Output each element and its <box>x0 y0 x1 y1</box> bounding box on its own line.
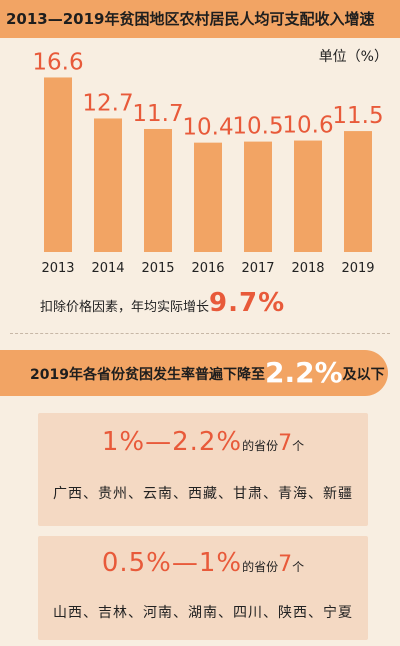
province-card-1: 1%—2.2%的省份7个 广西、贵州、云南、西藏、甘肃、青海、新疆 <box>38 413 368 526</box>
card-count: 7 <box>278 431 293 456</box>
bar-2014 <box>94 118 122 253</box>
title-bar: 2013—2019年贫困地区农村居民人均可支配收入增速 <box>0 0 400 38</box>
value-label-2017: 10.5 <box>232 114 283 140</box>
card-headline: 0.5%—1%的省份7个 <box>38 548 368 578</box>
x-tick-2017: 2017 <box>241 261 274 276</box>
banner-suffix: 及以下 <box>342 367 385 383</box>
chart-title: 2013—2019年贫困地区农村居民人均可支配收入增速 <box>6 10 375 28</box>
card-headline: 1%—2.2%的省份7个 <box>38 427 368 457</box>
value-label-2015: 11.7 <box>132 101 183 127</box>
card-provinces: 山西、吉林、河南、湖南、四川、陕西、宁夏 <box>53 605 353 621</box>
section-banner: 2019年各省份贫困发生率普遍下降至2.2%及以下 <box>0 350 388 396</box>
banner-value: 2.2% <box>264 356 343 389</box>
value-label-2019: 11.5 <box>332 103 383 129</box>
province-card-2: 0.5%—1%的省份7个 山西、吉林、河南、湖南、四川、陕西、宁夏 <box>38 536 368 640</box>
bar-2018 <box>294 140 322 252</box>
x-tick-2018: 2018 <box>291 261 324 276</box>
unit-label: 单位（%） <box>318 49 388 65</box>
growth-note-text: 扣除价格因素，年均实际增长 <box>40 300 210 315</box>
card-mid-text: 的省份 <box>242 439 279 453</box>
bar-chart: 16.6 2013 12.7 2014 11.7 2015 10.4 2016 10.5 2017… <box>32 49 383 276</box>
value-label-2014: 12.7 <box>82 90 133 116</box>
card-range: 1%—2.2% <box>101 427 243 457</box>
card-mid-text: 的省份 <box>242 560 279 574</box>
bar-2013 <box>44 77 72 252</box>
card-unit: 个 <box>292 439 305 453</box>
card-provinces: 广西、贵州、云南、西藏、甘肃、青海、新疆 <box>53 486 353 502</box>
banner-text: 2019年各省份贫困发生率普遍下降至2.2%及以下 <box>30 350 385 398</box>
divider <box>10 333 390 334</box>
x-tick-2016: 2016 <box>191 261 224 276</box>
x-tick-2019: 2019 <box>341 261 374 276</box>
value-label-2013: 16.6 <box>32 49 83 75</box>
card-range: 0.5%—1% <box>101 548 243 578</box>
x-tick-2014: 2014 <box>91 261 124 276</box>
bar-2017 <box>244 141 272 252</box>
growth-note-value: 9.7% <box>209 288 286 318</box>
x-tick-2015: 2015 <box>141 261 174 276</box>
banner-prefix: 2019年各省份贫困发生率普遍下降至 <box>30 367 265 383</box>
bar-2016 <box>194 142 222 252</box>
card-unit: 个 <box>292 560 305 574</box>
value-label-2016: 10.4 <box>182 115 233 141</box>
card-count: 7 <box>278 552 293 577</box>
x-tick-2013: 2013 <box>41 261 74 276</box>
bar-2015 <box>144 128 172 252</box>
value-label-2018: 10.6 <box>282 113 333 139</box>
bar-2019 <box>344 131 372 252</box>
growth-note: 扣除价格因素，年均实际增长9.7% <box>40 288 285 318</box>
